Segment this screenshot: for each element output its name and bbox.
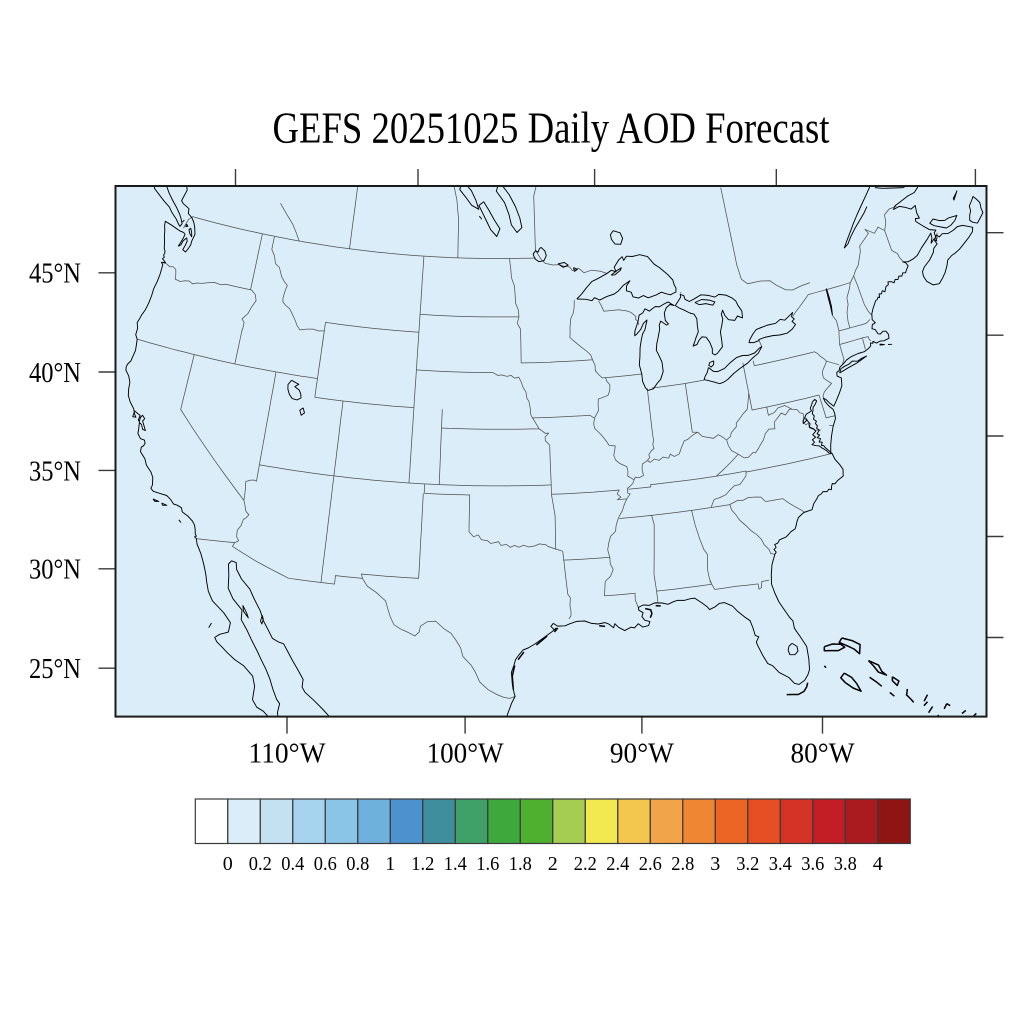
svg-text:0.8: 0.8 [346, 853, 369, 875]
svg-text:2.8: 2.8 [671, 853, 694, 875]
svg-text:0.6: 0.6 [314, 853, 337, 875]
svg-text:3.2: 3.2 [736, 853, 759, 875]
svg-text:3.8: 3.8 [834, 853, 857, 875]
svg-text:3.6: 3.6 [801, 853, 824, 875]
svg-text:2.2: 2.2 [574, 853, 597, 875]
svg-text:90°W: 90°W [610, 739, 675, 770]
svg-text:100°W: 100°W [427, 739, 505, 770]
svg-text:1.4: 1.4 [444, 853, 467, 875]
svg-text:1.6: 1.6 [476, 853, 499, 875]
svg-text:30°N: 30°N [29, 555, 81, 586]
svg-text:40°N: 40°N [29, 358, 81, 389]
svg-text:0.4: 0.4 [281, 853, 304, 875]
svg-text:GEFS 20251025 Daily AOD Foreca: GEFS 20251025 Daily AOD Forecast [273, 104, 830, 153]
svg-text:4: 4 [873, 853, 883, 875]
svg-text:3.4: 3.4 [769, 853, 792, 875]
svg-text:2.4: 2.4 [606, 853, 629, 875]
svg-text:110°W: 110°W [249, 739, 327, 770]
svg-text:0.2: 0.2 [249, 853, 272, 875]
svg-text:2.6: 2.6 [639, 853, 662, 875]
svg-text:1.2: 1.2 [411, 853, 434, 875]
svg-text:45°N: 45°N [29, 259, 81, 290]
svg-text:1: 1 [385, 853, 395, 875]
svg-text:0: 0 [223, 853, 233, 875]
svg-text:80°W: 80°W [791, 739, 856, 770]
svg-text:3: 3 [710, 853, 720, 875]
svg-text:35°N: 35°N [29, 456, 81, 487]
svg-text:1.8: 1.8 [509, 853, 532, 875]
svg-text:2: 2 [548, 853, 558, 875]
svg-text:25°N: 25°N [29, 654, 81, 685]
